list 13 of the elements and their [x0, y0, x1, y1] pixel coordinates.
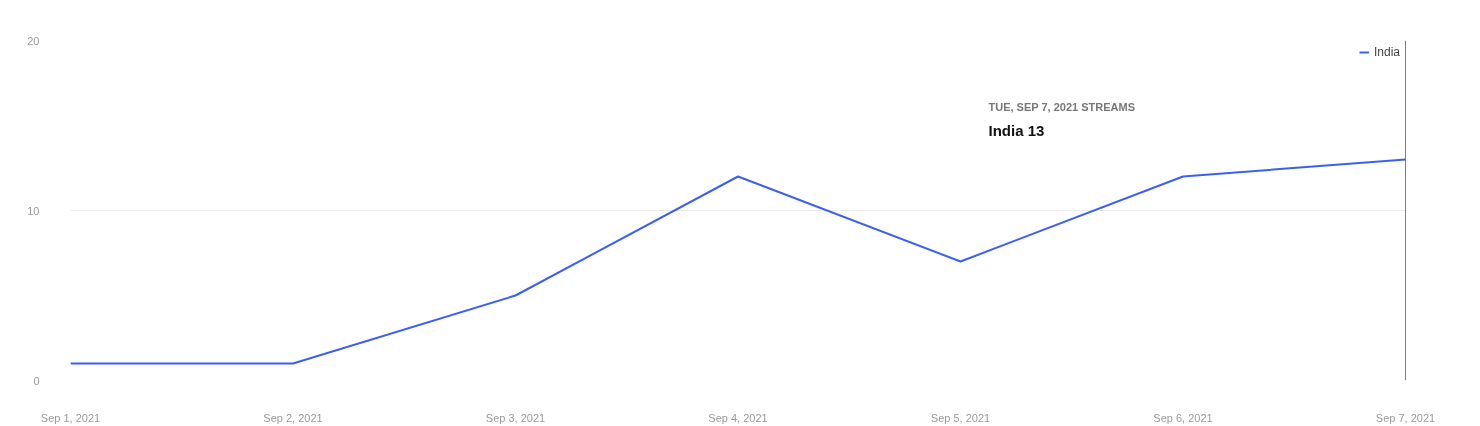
y-tick-label: 20	[27, 34, 40, 47]
x-tick-label: Sep 2, 2021	[263, 411, 323, 424]
x-tick-label: Sep 4, 2021	[708, 411, 768, 424]
y-tick-label: 0	[33, 374, 40, 387]
x-tick-label: Sep 5, 2021	[930, 411, 991, 424]
legend-label: India	[1373, 45, 1400, 59]
x-tick-label: Sep 3, 2021	[485, 411, 546, 424]
x-tick-label: Sep 7, 2021	[1375, 411, 1436, 424]
annotation: India 13	[988, 121, 1045, 139]
x-tick-label: Sep 6, 2021	[1153, 411, 1213, 424]
annotation: TUE, SEP 7, 2021 STREAMS	[988, 100, 1136, 113]
x-tick-label: Sep 1, 2021	[40, 411, 101, 424]
y-tick-label: 10	[27, 204, 40, 217]
